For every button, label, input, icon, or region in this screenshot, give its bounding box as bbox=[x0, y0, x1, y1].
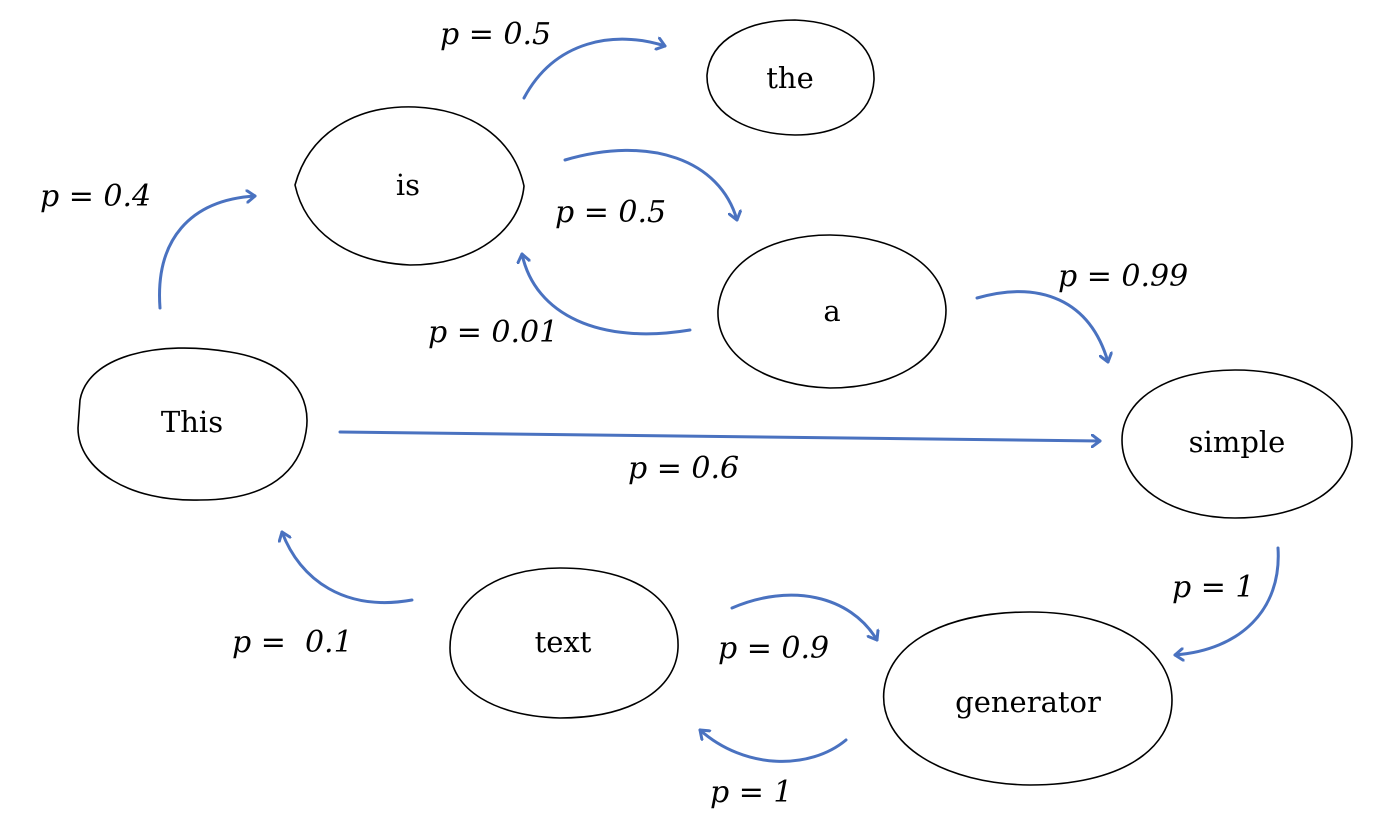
edge-simple-to-generator bbox=[1173, 546, 1280, 655]
edge-is-to-the bbox=[522, 39, 667, 100]
label-simple-to-generator: p = 1 bbox=[1172, 570, 1255, 605]
edge-a-to-is bbox=[522, 254, 692, 336]
node-the-outline bbox=[706, 19, 875, 136]
node-text: text bbox=[449, 567, 679, 719]
node-a-label: a bbox=[823, 294, 840, 328]
label-this-to-is: p = 0.4 bbox=[40, 179, 151, 214]
node-this-label: This bbox=[161, 405, 223, 439]
label-a-to-simple: p = 0.99 bbox=[1058, 259, 1188, 294]
label-this-to-simple: p = 0.6 bbox=[628, 451, 739, 486]
edge-is-to-a bbox=[563, 148, 737, 222]
node-text-label: text bbox=[535, 625, 592, 659]
edge-this-to-is bbox=[158, 196, 257, 310]
node-a: a bbox=[717, 234, 947, 389]
edge-generator-to-text bbox=[698, 728, 848, 763]
node-generator-label: generator bbox=[955, 685, 1101, 719]
node-the: the bbox=[706, 19, 875, 136]
node-simple-outline bbox=[1121, 369, 1353, 519]
node-generator: generator bbox=[882, 611, 1173, 786]
edges bbox=[158, 39, 1280, 763]
edge-this-to-simple bbox=[338, 430, 1102, 441]
label-is-to-a: p = 0.5 bbox=[555, 195, 666, 230]
node-simple-label: simple bbox=[1189, 425, 1286, 459]
node-is: is bbox=[294, 106, 525, 266]
label-a-to-is: p = 0.01 bbox=[428, 315, 558, 350]
label-text-to-generator: p = 0.9 bbox=[718, 631, 829, 666]
edge-a-to-simple bbox=[975, 290, 1108, 364]
edge-text-to-this bbox=[282, 530, 414, 605]
edge-text-to-generator bbox=[730, 593, 877, 642]
node-this: This bbox=[77, 347, 308, 501]
node-this-outline bbox=[77, 347, 308, 501]
node-generator-outline bbox=[882, 611, 1173, 786]
node-the-label: the bbox=[766, 61, 814, 95]
edge-labels: p = 0.4 p = 0.5 p = 0.5 p = 0.01 p = 0.9… bbox=[40, 17, 1255, 810]
node-is-label: is bbox=[396, 168, 420, 202]
node-is-outline bbox=[294, 106, 525, 266]
label-text-to-this: p = 0.1 bbox=[232, 625, 353, 660]
node-a-outline bbox=[717, 234, 947, 389]
label-is-to-the: p = 0.5 bbox=[440, 17, 551, 52]
node-text-outline bbox=[449, 567, 679, 719]
node-simple: simple bbox=[1121, 369, 1353, 519]
label-generator-to-text: p = 1 bbox=[710, 775, 793, 810]
